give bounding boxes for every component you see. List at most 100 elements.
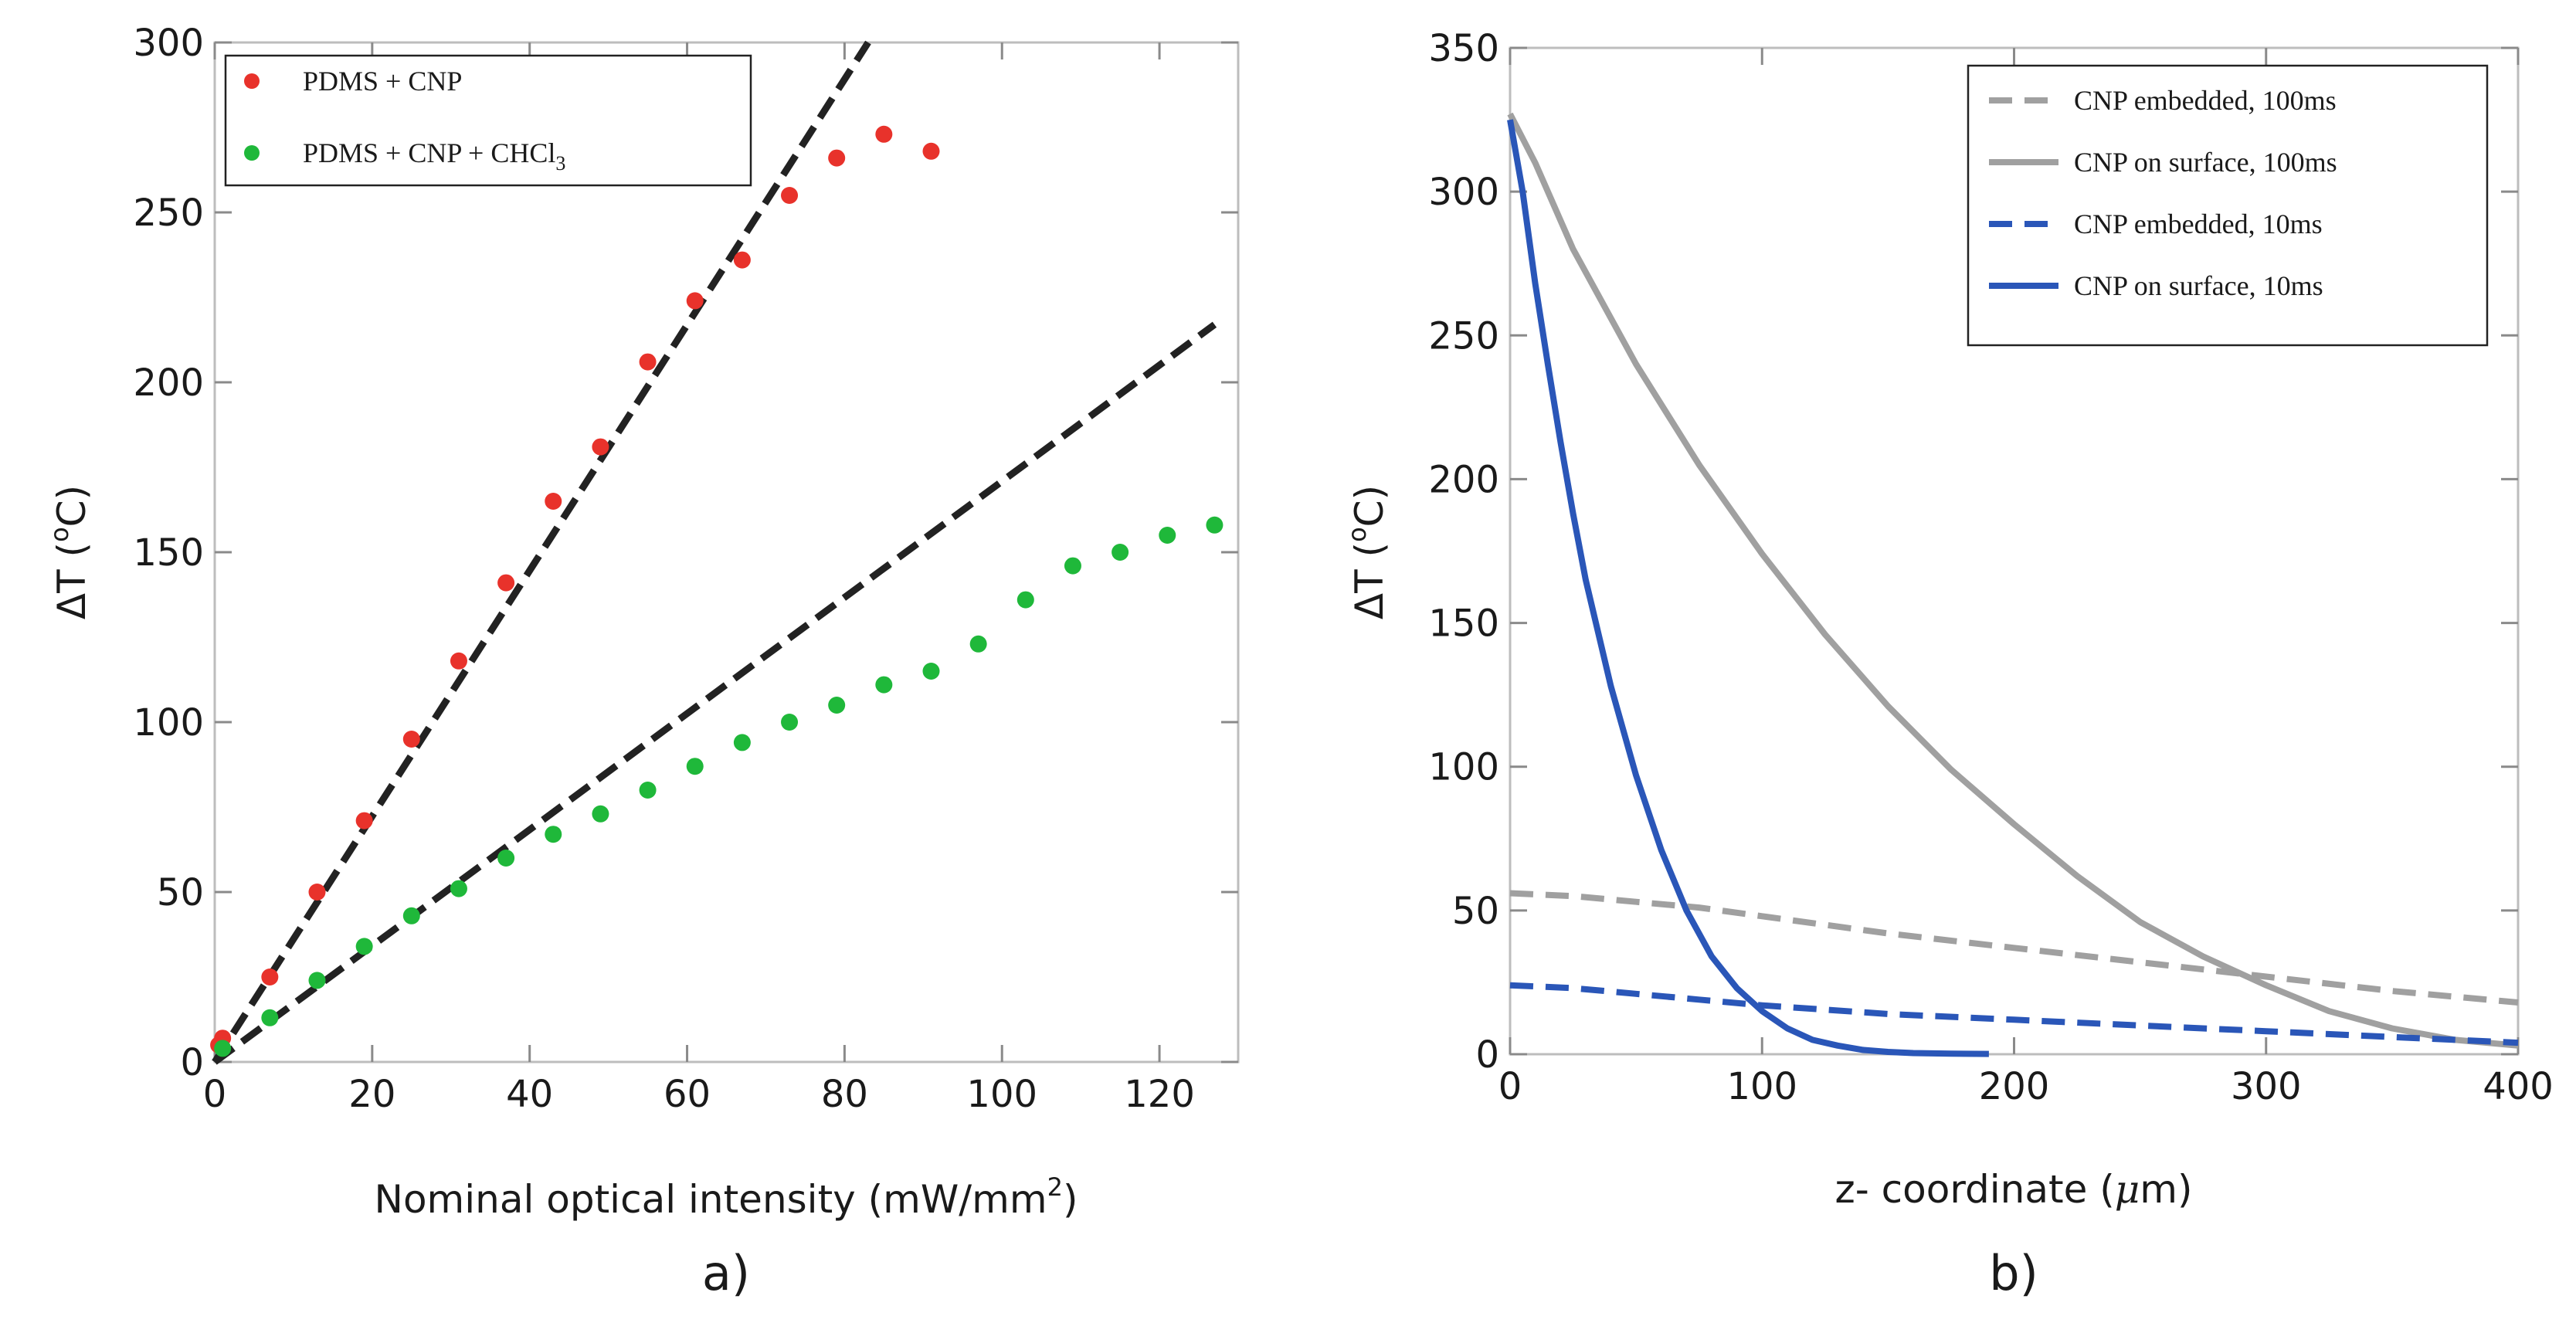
chart-a-y-tick-label-300: 300	[133, 22, 204, 65]
chart-b-line-cnp-on-surface-100ms	[1507, 112, 2519, 1049]
chart-a-point-pdms-cnp-chcl-3	[355, 938, 373, 955]
chart-a-series-pdms-cnp	[210, 125, 940, 1053]
chart-a-point-pdms-cnp-chcl-14	[875, 676, 893, 694]
chart-b-y-tick-label-300: 300	[1428, 171, 1499, 214]
chart-b-legend-label-embedded-10ms: CNP embedded, 10ms	[2074, 209, 2323, 239]
y-label-sup: o	[45, 527, 74, 542]
chart-a-point-pdms-cnp-3	[308, 884, 326, 901]
chart-a-point-pdms-cnp-11	[686, 292, 704, 310]
chart-a-point-pdms-cnp-16	[922, 142, 940, 160]
chart-a-point-pdms-cnp-5	[402, 731, 420, 748]
chart-a-point-pdms-cnp-chcl-15	[922, 663, 940, 680]
chart-a-point-pdms-cnp-chcl-7	[545, 826, 562, 843]
chart-b-legend: CNP embedded, 100ms CNP on surface, 100m…	[1967, 64, 2489, 347]
y-label-end: C)	[49, 485, 94, 527]
chart-a-y-tick-label-0: 0	[180, 1041, 204, 1084]
chart-a-point-pdms-cnp-chcl-20	[1159, 527, 1176, 544]
x-label-text: Nominal optical intensity (mW/mm	[375, 1177, 1047, 1222]
chart-a-x-tick-label-0: 0	[203, 1073, 227, 1116]
chart-a-x-axis-label: Nominal optical intensity (mW/mm2)	[375, 1172, 1078, 1222]
chart-a-point-pdms-cnp-chcl-5	[450, 880, 467, 897]
x-label-end: )	[1063, 1177, 1078, 1222]
chart-b-x-tick-label-0: 0	[1498, 1065, 1522, 1108]
chart-a-point-pdms-cnp-chcl-2	[308, 972, 326, 989]
chart-a-y-axis-label: ΔT (oC)	[45, 485, 94, 619]
chart-a-x-tick-label-120: 120	[1124, 1073, 1195, 1116]
y-label-sup: o	[1342, 527, 1372, 542]
chart-b-legend-label-surface-10ms: CNP on surface, 10ms	[2074, 270, 2323, 301]
chart-a-point-pdms-cnp-10	[639, 353, 657, 371]
chart-a-x-tick-label-100: 100	[966, 1073, 1037, 1116]
chart-a-point-pdms-cnp-15	[875, 125, 893, 143]
chart-b-legend-label-embedded-100ms: CNP embedded, 100ms	[2074, 85, 2337, 116]
chart-a-point-pdms-cnp-4	[355, 812, 373, 829]
chart-a-legend-label-pdms-cnp: PDMS + CNP	[303, 66, 462, 97]
chart-b-x-tick-label-400: 400	[2483, 1065, 2554, 1108]
chart-a-point-pdms-cnp-chcl-1	[261, 1009, 279, 1026]
chart-a-point-pdms-cnp-chcl-12	[781, 714, 799, 731]
y-label-text: ΔT (	[1347, 542, 1392, 619]
chart-a-legend-box	[224, 54, 752, 187]
chart-a: 0 20 40 60 80 100 120 0 50 100 150 200 250 300 PDMS +…	[45, 22, 1240, 1301]
x-label-end: m)	[2140, 1167, 2192, 1212]
chart-a-point-pdms-cnp-6	[450, 652, 467, 670]
chart-b-line-cnp-on-surface-10ms	[1507, 119, 1989, 1057]
chart-a-point-pdms-cnp-14	[828, 149, 846, 167]
chart-a-y-tick-label-250: 250	[133, 192, 204, 235]
chart-b-y-tick-label-200: 200	[1428, 458, 1499, 501]
chart-a-y-tick-label-50: 50	[157, 871, 204, 914]
chart-b-x-tick-label-100: 100	[1726, 1065, 1797, 1108]
chart-a-legend-marker-pdms-cnp	[244, 73, 260, 89]
chart-b-y-tick-label-250: 250	[1428, 314, 1499, 358]
chart-b-lines	[1507, 112, 2519, 1057]
chart-a-legend: PDMS + CNP PDMS + CNP + CHCl3	[224, 54, 752, 187]
chart-b-x-axis-label: z- coordinate (μm)	[1835, 1167, 2193, 1212]
y-label-text: ΔT (	[49, 542, 94, 619]
chart-a-point-pdms-cnp-chcl-4	[402, 907, 420, 924]
chart-a-x-tick-label-60: 60	[664, 1073, 711, 1116]
chart-b-x-tick-label-200: 200	[1979, 1065, 2050, 1108]
x-label-text: z- coordinate (	[1835, 1167, 2115, 1212]
chart-b-legend-label-surface-100ms: CNP on surface, 100ms	[2074, 147, 2337, 178]
chart-a-y-tick-label-150: 150	[133, 531, 204, 575]
chart-a-point-pdms-cnp-chcl-17	[1016, 591, 1034, 609]
chart-a-point-pdms-cnp-chcl-11	[733, 734, 751, 751]
chart-a-point-pdms-cnp-chcl-21	[1206, 516, 1224, 534]
chart-a-legend-label-pdms-cnp-chcl3: PDMS + CNP + CHCl3	[303, 137, 565, 175]
chart-b-line-cnp-embedded-100ms	[1509, 890, 2519, 1006]
chart-a-point-pdms-cnp-12	[733, 251, 751, 269]
chart-b-y-tick-label-50: 50	[1452, 890, 1499, 933]
legend-label-sub: 3	[555, 152, 565, 175]
chart-b-y-axis-label: ΔT (oC)	[1342, 485, 1392, 619]
chart-a-point-pdms-cnp-chcl-8	[592, 805, 609, 823]
chart-b-y-tick-label-0: 0	[1475, 1033, 1499, 1077]
chart-a-fit-line-1	[212, 40, 871, 1064]
chart-a-point-pdms-cnp-chcl-13	[828, 697, 846, 714]
x-label-sup: 2	[1047, 1172, 1063, 1202]
x-label-mu: μ	[2115, 1167, 2140, 1212]
chart-a-point-pdms-cnp-chcl-19	[1112, 544, 1129, 561]
chart-b-ticks: 0 100 200 300 400 0 50 100 150 200 250 300 350	[1428, 27, 2553, 1108]
chart-a-point-pdms-cnp-chcl-18	[1064, 557, 1081, 575]
chart-a-x-tick-label-40: 40	[506, 1073, 553, 1116]
chart-a-point-pdms-cnp-13	[781, 187, 799, 204]
chart-b-line-cnp-embedded-10ms	[1509, 982, 2519, 1047]
chart-a-point-pdms-cnp-9	[592, 438, 609, 456]
chart-a-point-pdms-cnp-chcl-9	[639, 782, 657, 799]
chart-b-y-tick-label-100: 100	[1428, 746, 1499, 789]
chart-a-points	[210, 125, 1224, 1057]
chart-b-legend-box	[1967, 64, 2489, 347]
chart-a-point-pdms-cnp-chcl-0	[214, 1040, 232, 1057]
chart-b-y-tick-label-150: 150	[1428, 602, 1499, 646]
chart-a-x-tick-label-80: 80	[821, 1073, 868, 1116]
chart-a-series-pdms-cnp-chcl	[214, 516, 1224, 1057]
legend-label-text: PDMS + CNP + CHCl	[303, 137, 555, 168]
chart-a-y-tick-label-200: 200	[133, 361, 204, 405]
chart-a-point-pdms-cnp-chcl-16	[969, 635, 987, 653]
chart-a-y-tick-label-100: 100	[133, 701, 204, 745]
chart-b-x-tick-label-300: 300	[2231, 1065, 2302, 1108]
chart-a-point-pdms-cnp-2	[261, 969, 279, 985]
chart-a-legend-marker-pdms-cnp-chcl3	[244, 145, 260, 161]
y-label-end: C)	[1347, 485, 1392, 527]
